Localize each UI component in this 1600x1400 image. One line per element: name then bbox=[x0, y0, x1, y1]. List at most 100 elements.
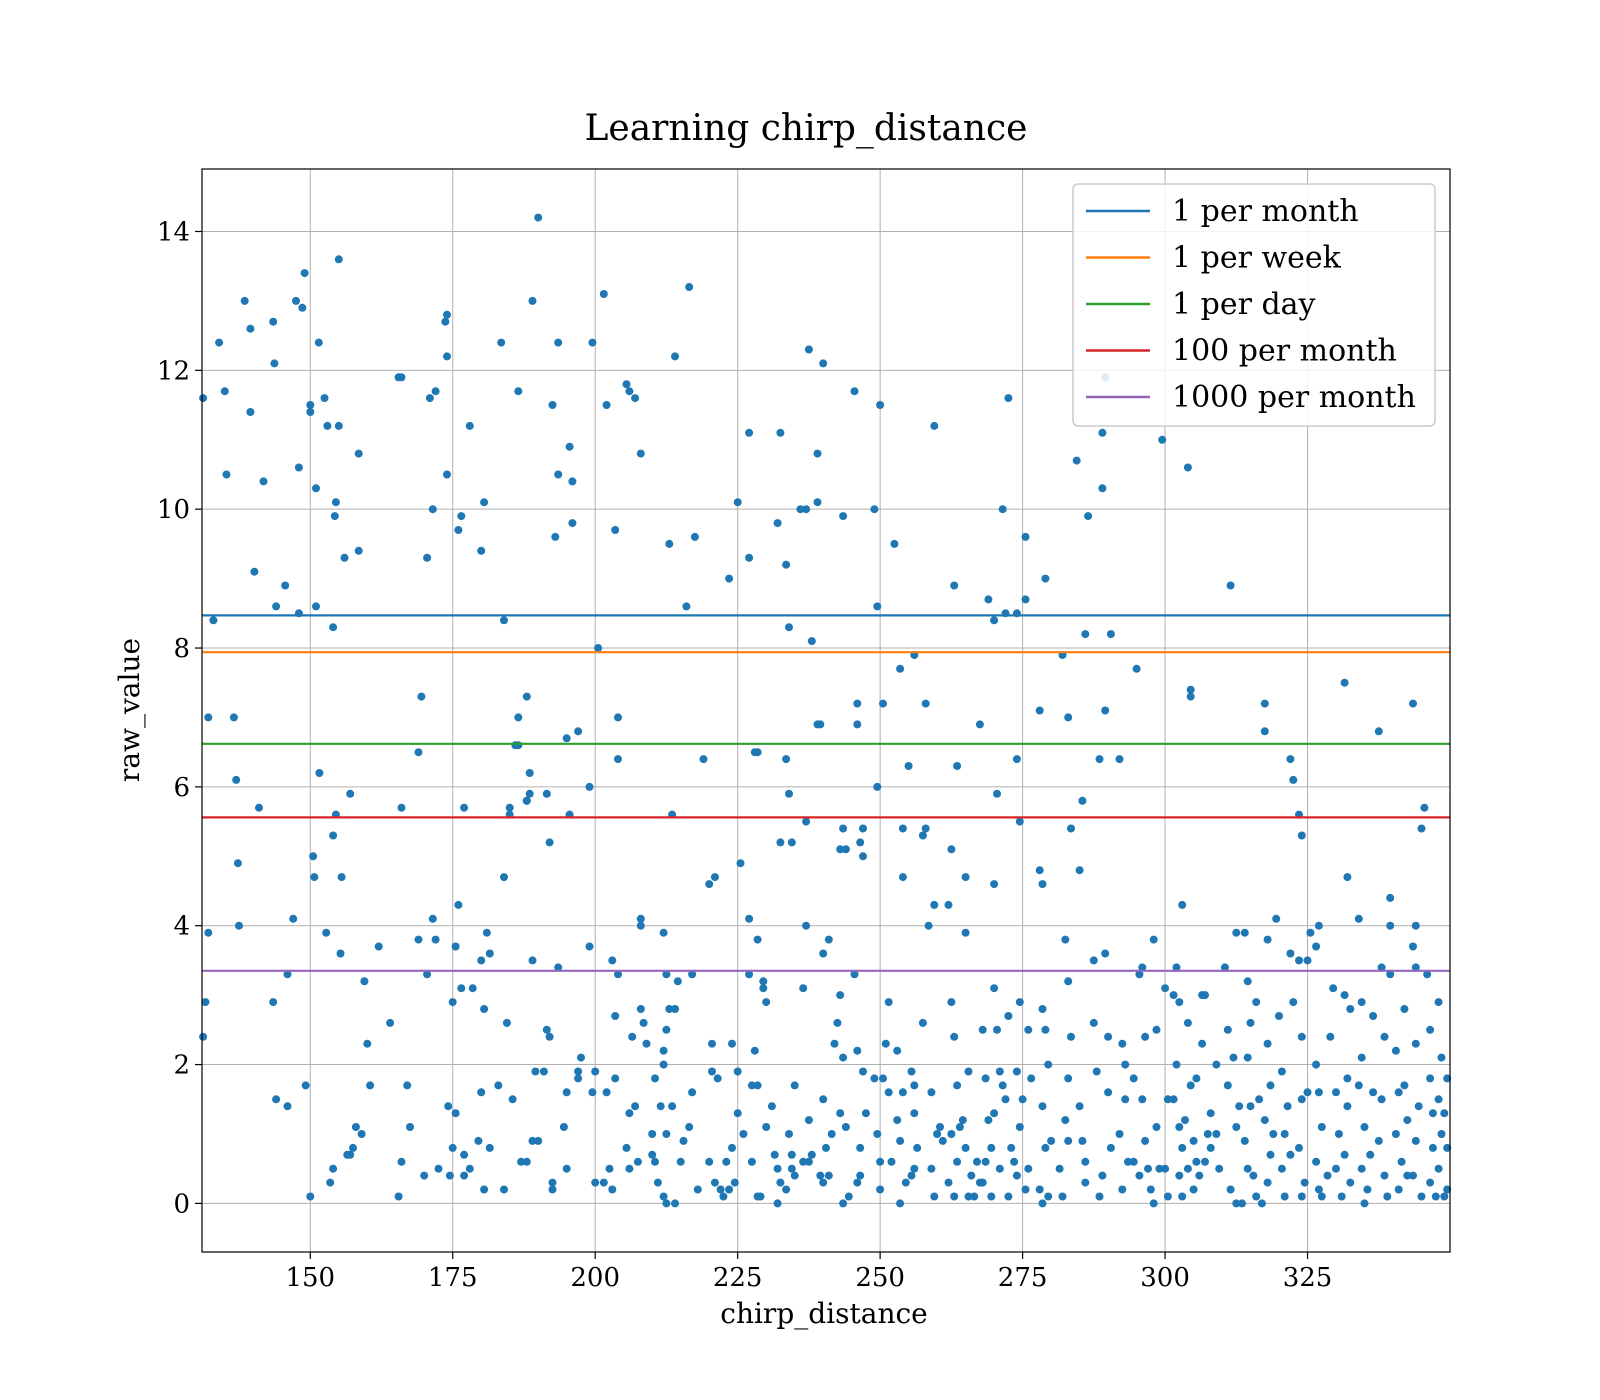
data-point bbox=[1183, 1018, 1192, 1027]
data-point bbox=[1115, 755, 1124, 764]
data-point bbox=[502, 1018, 511, 1027]
data-point bbox=[298, 303, 307, 312]
data-point bbox=[457, 984, 466, 993]
data-point bbox=[807, 1150, 816, 1159]
data-point bbox=[1146, 1185, 1155, 1194]
data-point bbox=[1192, 1157, 1201, 1166]
data-point bbox=[1084, 512, 1093, 521]
data-point bbox=[901, 1178, 910, 1187]
data-point bbox=[1280, 1192, 1289, 1201]
data-point bbox=[898, 824, 907, 833]
data-point bbox=[522, 692, 531, 701]
data-point bbox=[688, 970, 697, 979]
data-point bbox=[1012, 1171, 1021, 1180]
data-point bbox=[406, 1123, 414, 1131]
data-point bbox=[688, 1088, 697, 1097]
data-point bbox=[1038, 1199, 1047, 1208]
data-point bbox=[414, 935, 423, 944]
data-point bbox=[1121, 1095, 1130, 1104]
data-point bbox=[890, 539, 899, 548]
data-point bbox=[1035, 1185, 1044, 1194]
data-point bbox=[306, 401, 315, 409]
data-point bbox=[1169, 1095, 1178, 1104]
data-point bbox=[588, 338, 597, 347]
data-point bbox=[887, 1157, 896, 1166]
data-point bbox=[1286, 949, 1295, 958]
data-point bbox=[1192, 1074, 1201, 1083]
data-point bbox=[1226, 1185, 1235, 1194]
data-point bbox=[250, 567, 259, 576]
data-point bbox=[1340, 991, 1349, 1000]
data-point bbox=[782, 560, 791, 569]
data-point bbox=[1223, 1025, 1232, 1034]
data-point bbox=[1055, 1164, 1064, 1173]
data-point bbox=[1312, 1157, 1321, 1166]
data-point bbox=[841, 1123, 850, 1131]
data-point bbox=[1340, 1150, 1349, 1159]
data-point bbox=[839, 1199, 848, 1208]
data-point bbox=[1081, 1178, 1090, 1187]
y-tick-label: 0 bbox=[173, 1189, 190, 1219]
data-point bbox=[1089, 956, 1098, 965]
data-point bbox=[1106, 630, 1115, 639]
data-point bbox=[414, 748, 423, 757]
data-point bbox=[921, 824, 930, 833]
data-point bbox=[710, 1178, 719, 1187]
data-point bbox=[1118, 1185, 1127, 1194]
data-point bbox=[876, 1157, 885, 1166]
data-point bbox=[465, 421, 474, 430]
data-point bbox=[269, 317, 278, 326]
data-point bbox=[1098, 428, 1107, 437]
data-point bbox=[753, 935, 762, 944]
data-point bbox=[787, 838, 796, 847]
data-point bbox=[745, 428, 754, 437]
data-point bbox=[1360, 1123, 1369, 1131]
data-point bbox=[568, 477, 577, 486]
data-point bbox=[1329, 984, 1338, 993]
data-point bbox=[272, 602, 281, 611]
data-point bbox=[938, 1136, 947, 1145]
data-point bbox=[585, 942, 594, 951]
data-point bbox=[562, 734, 571, 743]
data-point bbox=[662, 1025, 671, 1034]
data-point bbox=[807, 637, 816, 646]
data-point bbox=[1044, 1060, 1053, 1069]
data-point bbox=[514, 387, 523, 396]
data-point bbox=[1400, 1081, 1409, 1090]
data-point bbox=[1041, 574, 1050, 583]
legend-label: 1000 per month bbox=[1172, 380, 1416, 415]
data-point bbox=[403, 1081, 412, 1090]
data-point bbox=[1440, 1192, 1449, 1201]
data-point bbox=[921, 699, 930, 708]
data-point bbox=[1115, 1130, 1124, 1138]
data-point bbox=[950, 581, 959, 590]
data-point bbox=[246, 324, 255, 333]
data-point bbox=[773, 1164, 782, 1173]
y-tick-label: 2 bbox=[173, 1051, 190, 1081]
data-point bbox=[614, 970, 622, 979]
data-point bbox=[1149, 1199, 1158, 1208]
data-point bbox=[659, 1192, 668, 1201]
data-point bbox=[1263, 935, 1272, 944]
data-point bbox=[330, 512, 339, 521]
data-point bbox=[662, 1130, 671, 1138]
data-point bbox=[329, 623, 338, 632]
data-point bbox=[1007, 1143, 1016, 1152]
data-point bbox=[850, 387, 859, 396]
data-point bbox=[958, 1116, 967, 1125]
data-point bbox=[713, 1074, 722, 1083]
data-point bbox=[1443, 1185, 1452, 1194]
data-point bbox=[1189, 1185, 1198, 1194]
data-point bbox=[1246, 1102, 1255, 1111]
data-point bbox=[1400, 1005, 1409, 1013]
data-point bbox=[975, 720, 984, 729]
data-point bbox=[1223, 1081, 1232, 1090]
data-point bbox=[443, 352, 451, 361]
data-point bbox=[710, 873, 719, 882]
data-point bbox=[1434, 1095, 1443, 1104]
data-point bbox=[232, 775, 241, 784]
data-point bbox=[1417, 1192, 1426, 1201]
data-point bbox=[961, 1143, 970, 1152]
data-point bbox=[1024, 1025, 1033, 1034]
data-point bbox=[574, 727, 583, 736]
